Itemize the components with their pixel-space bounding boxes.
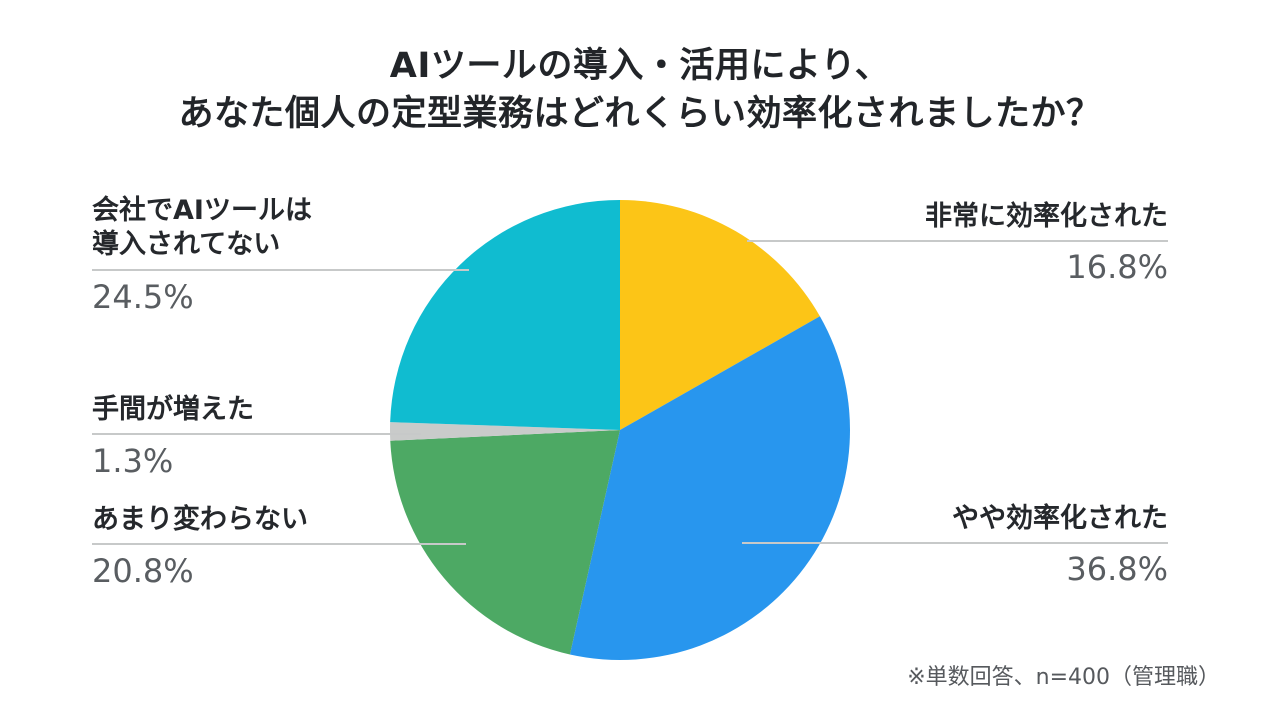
- callout-not-much-change-value: 20.8%: [92, 552, 194, 590]
- leader-line-very-efficient: [747, 240, 1168, 242]
- callout-somewhat-efficient-label: やや効率化された: [952, 503, 1168, 534]
- callout-not-introduced-label-line2: 導入されてない: [92, 229, 281, 260]
- chart-title: AIツールの導入・活用により、 あなた個人の定型業務はどれくらい効率化されました…: [0, 42, 1280, 138]
- pie-slice-4: [390, 422, 620, 441]
- sample-footnote: ※単数回答、n=400（管理職）: [907, 665, 1220, 690]
- callout-somewhat-efficient-value: 36.8%: [1066, 550, 1168, 588]
- callout-not-introduced-label-line1: 会社でAIツールは: [92, 195, 312, 226]
- callout-not-introduced-label: 会社でAIツールは 導入されてない: [92, 194, 312, 262]
- callout-not-introduced-value: 24.5%: [92, 278, 194, 316]
- leader-line-not-introduced: [92, 269, 469, 271]
- callout-more-work-label: 手間が増えた: [92, 394, 254, 425]
- pie-slice-1: [620, 200, 820, 430]
- pie-slice-5: [390, 200, 620, 430]
- pie-slice-2: [569, 316, 850, 660]
- pie-slice-3: [390, 430, 620, 655]
- callout-not-much-change-label: あまり変わらない: [92, 504, 308, 535]
- leader-line-more-work: [92, 433, 421, 435]
- leader-line-somewhat-efficient: [742, 542, 1168, 544]
- chart-title-line2: あなた個人の定型業務はどれくらい効率化されましたか？: [178, 94, 1102, 134]
- leader-line-not-much-change: [92, 543, 466, 545]
- callout-more-work-value: 1.3%: [92, 442, 174, 480]
- callout-very-efficient-value: 16.8%: [1066, 248, 1168, 286]
- chart-title-line1: AIツールの導入・活用により、: [389, 46, 891, 86]
- callout-very-efficient-label: 非常に効率化された: [925, 201, 1168, 232]
- pie-chart: [390, 200, 850, 660]
